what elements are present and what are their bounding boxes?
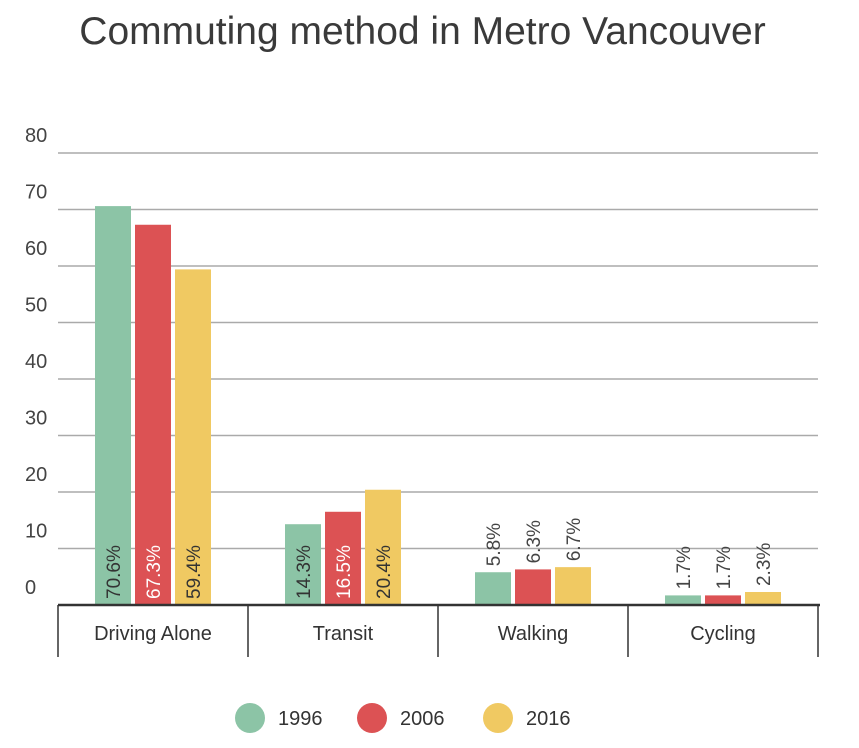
data-label: 14.3%: [294, 545, 315, 599]
x-tick-label: Cycling: [690, 623, 756, 645]
y-tick-label: 20: [25, 464, 47, 486]
chart-title: Commuting method in Metro Vancouver: [79, 10, 766, 53]
y-tick-label: 70: [25, 182, 47, 204]
bar-2016: [745, 592, 781, 605]
data-label: 2.3%: [754, 543, 775, 586]
data-label: 6.7%: [564, 518, 585, 561]
bar-2006: [515, 569, 551, 605]
x-tick-label: Transit: [313, 623, 374, 645]
data-label: 70.6%: [104, 545, 125, 599]
legend-swatch-1996: [235, 703, 265, 733]
y-tick-label: 10: [25, 521, 47, 543]
bar-2006: [705, 595, 741, 605]
data-label: 1.7%: [674, 546, 695, 589]
data-label: 67.3%: [144, 545, 165, 599]
x-tick-label: Driving Alone: [94, 623, 212, 645]
bar-1996: [475, 572, 511, 605]
y-tick-label: 50: [25, 295, 47, 317]
bar-2016: [555, 567, 591, 605]
data-label: 6.3%: [524, 520, 545, 563]
data-label: 20.4%: [374, 545, 395, 599]
y-tick-label: 60: [25, 238, 47, 260]
y-tick-label: 0: [25, 577, 36, 599]
data-label: 1.7%: [714, 546, 735, 589]
x-tick-label: Walking: [498, 623, 568, 645]
legend-label: 2016: [526, 708, 571, 730]
bar-2006: [325, 511, 361, 605]
bar-2016: [365, 489, 401, 605]
data-label: 16.5%: [334, 545, 355, 599]
legend-swatch-2006: [357, 703, 387, 733]
bar-1996: [285, 524, 321, 605]
y-tick-label: 80: [25, 125, 47, 147]
data-label: 5.8%: [484, 523, 505, 566]
bar-2016: [175, 269, 211, 605]
legend-swatch-2016: [483, 703, 513, 733]
bar-2006: [135, 224, 171, 605]
y-tick-label: 30: [25, 408, 47, 430]
legend-label: 2006: [400, 708, 445, 730]
bar-1996: [665, 595, 701, 605]
legend-label: 1996: [278, 708, 323, 730]
y-tick-label: 40: [25, 351, 47, 373]
bar-1996: [95, 206, 131, 606]
data-label: 59.4%: [184, 545, 205, 599]
